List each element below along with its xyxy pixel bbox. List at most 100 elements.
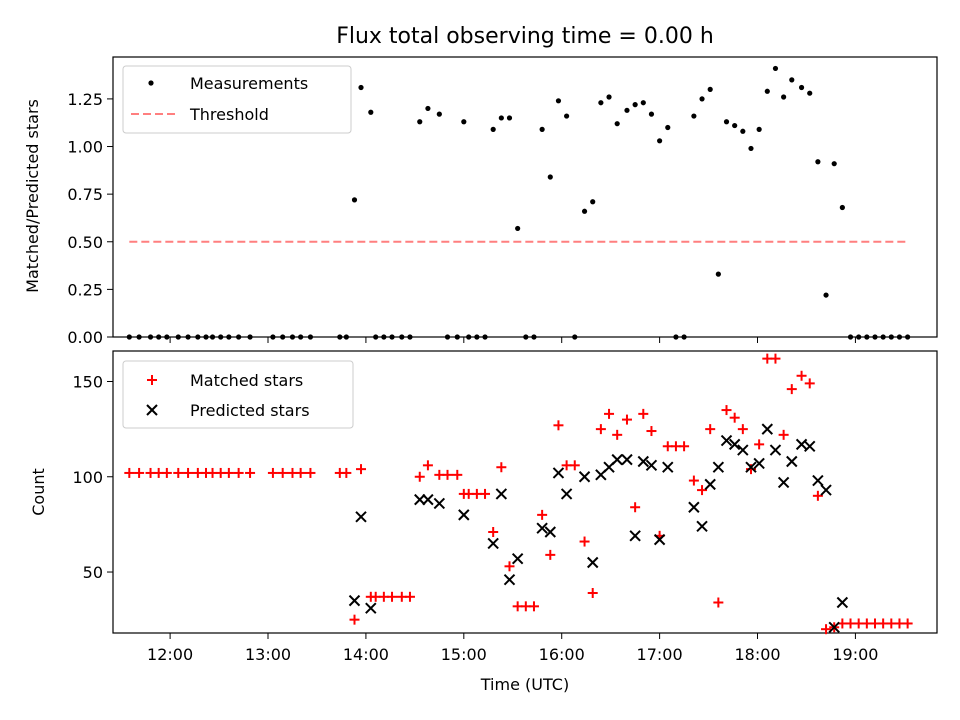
predicted-star-stroke-b xyxy=(712,461,725,473)
measurement-point xyxy=(209,334,216,340)
measurement-point xyxy=(368,109,374,115)
predicted-star-stroke-b xyxy=(645,459,658,472)
matched-star-point xyxy=(612,429,623,440)
matched-star-point xyxy=(688,475,699,486)
measurement-point xyxy=(740,128,746,134)
measurement-point xyxy=(531,334,537,340)
measurement-point xyxy=(732,122,738,129)
measurement-point xyxy=(164,334,170,340)
matched-star-point xyxy=(621,414,632,425)
measurement-point xyxy=(657,138,663,144)
predicted-star-point xyxy=(629,530,641,542)
matched-star-point xyxy=(638,408,649,419)
predicted-star-stroke-b xyxy=(688,501,700,513)
measurement-point xyxy=(226,334,232,340)
bottom-panel-plot: 50 100 150 12:00 13:00 14:00 15:00 16:00 17:00 18… xyxy=(72,350,938,664)
predicted-star-stroke-b xyxy=(753,457,765,470)
matched-star-point xyxy=(812,490,823,501)
predicted-star-point xyxy=(720,434,733,447)
predicted-star-point xyxy=(745,461,757,473)
predicted-star-stroke-b xyxy=(761,423,774,435)
bottom-xtick-label: 18:00 xyxy=(734,645,780,664)
predicted-star-stroke-b xyxy=(487,537,499,550)
top-ytick-label: 1.25 xyxy=(67,90,103,109)
matched-star-point xyxy=(697,485,708,496)
predicted-star-stroke-b xyxy=(836,596,849,609)
predicted-star-point xyxy=(560,488,573,500)
predicted-star-stroke-b xyxy=(820,484,832,496)
matched-star-point xyxy=(630,502,641,513)
bottom-xtick-label: 13:00 xyxy=(245,645,291,664)
measurement-point xyxy=(147,334,154,340)
measurement-point xyxy=(454,334,460,340)
predicted-star-point xyxy=(495,488,508,500)
measurement-point xyxy=(864,334,870,340)
predicted-star-point xyxy=(511,552,524,565)
measurement-point xyxy=(373,334,379,340)
matched-star-point xyxy=(414,471,425,482)
matched-star-point xyxy=(646,426,657,437)
predicted-star-point xyxy=(611,453,623,466)
bottom-legend: Matched stars Predicted stars xyxy=(122,360,354,429)
measurement-point xyxy=(598,100,604,106)
bottom-ytick-label: 100 xyxy=(72,468,103,487)
predicted-star-point xyxy=(544,526,556,538)
matched-star-point xyxy=(553,420,564,431)
measurement-point xyxy=(896,334,903,340)
measurement-point xyxy=(247,334,253,340)
measurement-point xyxy=(872,334,878,340)
top-ytick-label: 0.00 xyxy=(67,328,103,347)
matched-star-point xyxy=(737,424,748,435)
bottom-panel-xlabel: Time (UTC) xyxy=(480,675,569,694)
measurement-point xyxy=(564,113,570,119)
predicted-star-stroke-b xyxy=(795,438,808,451)
measurement-point xyxy=(815,159,821,165)
measurement-point xyxy=(399,334,405,340)
predicted-star-point xyxy=(737,444,749,456)
predicted-star-stroke-b xyxy=(433,497,446,510)
measurement-point xyxy=(632,102,638,108)
matched-star-point xyxy=(537,509,548,520)
matched-star-point xyxy=(305,467,316,478)
predicted-star-stroke-b xyxy=(611,453,623,466)
measurement-point xyxy=(466,334,472,340)
measurement-point xyxy=(673,334,679,340)
measurement-point xyxy=(905,334,911,340)
measurement-point xyxy=(888,334,894,340)
predicted-star-stroke-b xyxy=(503,573,516,586)
predicted-star-stroke-b xyxy=(365,602,377,614)
measurement-point xyxy=(781,94,787,100)
predicted-star-point xyxy=(433,497,446,510)
measurement-point xyxy=(839,204,845,211)
measurement-point xyxy=(590,199,596,205)
matched-star-point xyxy=(770,353,781,364)
legend-measurements-marker xyxy=(148,80,154,86)
measurement-point xyxy=(185,334,191,340)
predicted-star-stroke-b xyxy=(728,438,741,451)
top-panel-ylabel: Matched/Predicted stars xyxy=(23,99,42,293)
measurement-point xyxy=(715,271,721,277)
matched-star-point xyxy=(604,408,615,419)
top-ytick-label: 0.50 xyxy=(67,233,103,252)
matched-star-point xyxy=(729,412,740,423)
predicted-star-stroke-b xyxy=(552,467,565,479)
measurement-point xyxy=(444,334,451,340)
predicted-star-point xyxy=(820,484,832,496)
predicted-star-stroke-b xyxy=(720,434,733,447)
predicted-star-point xyxy=(688,501,700,513)
predicted-star-stroke-b xyxy=(745,461,757,473)
predicted-star-stroke-b xyxy=(414,493,426,506)
matched-star-point xyxy=(442,469,453,480)
matched-star-point xyxy=(496,462,507,473)
predicted-star-stroke-b xyxy=(704,478,716,491)
measurement-point xyxy=(823,292,829,298)
predicted-star-point xyxy=(662,461,674,473)
predicted-star-point xyxy=(761,423,774,435)
measurement-point xyxy=(707,86,713,92)
measurement-point xyxy=(156,334,162,340)
predicted-star-stroke-b xyxy=(696,520,708,533)
measurement-point xyxy=(136,334,142,340)
measurement-point xyxy=(772,65,779,72)
measurement-point xyxy=(407,334,413,340)
measurement-point xyxy=(381,334,387,340)
